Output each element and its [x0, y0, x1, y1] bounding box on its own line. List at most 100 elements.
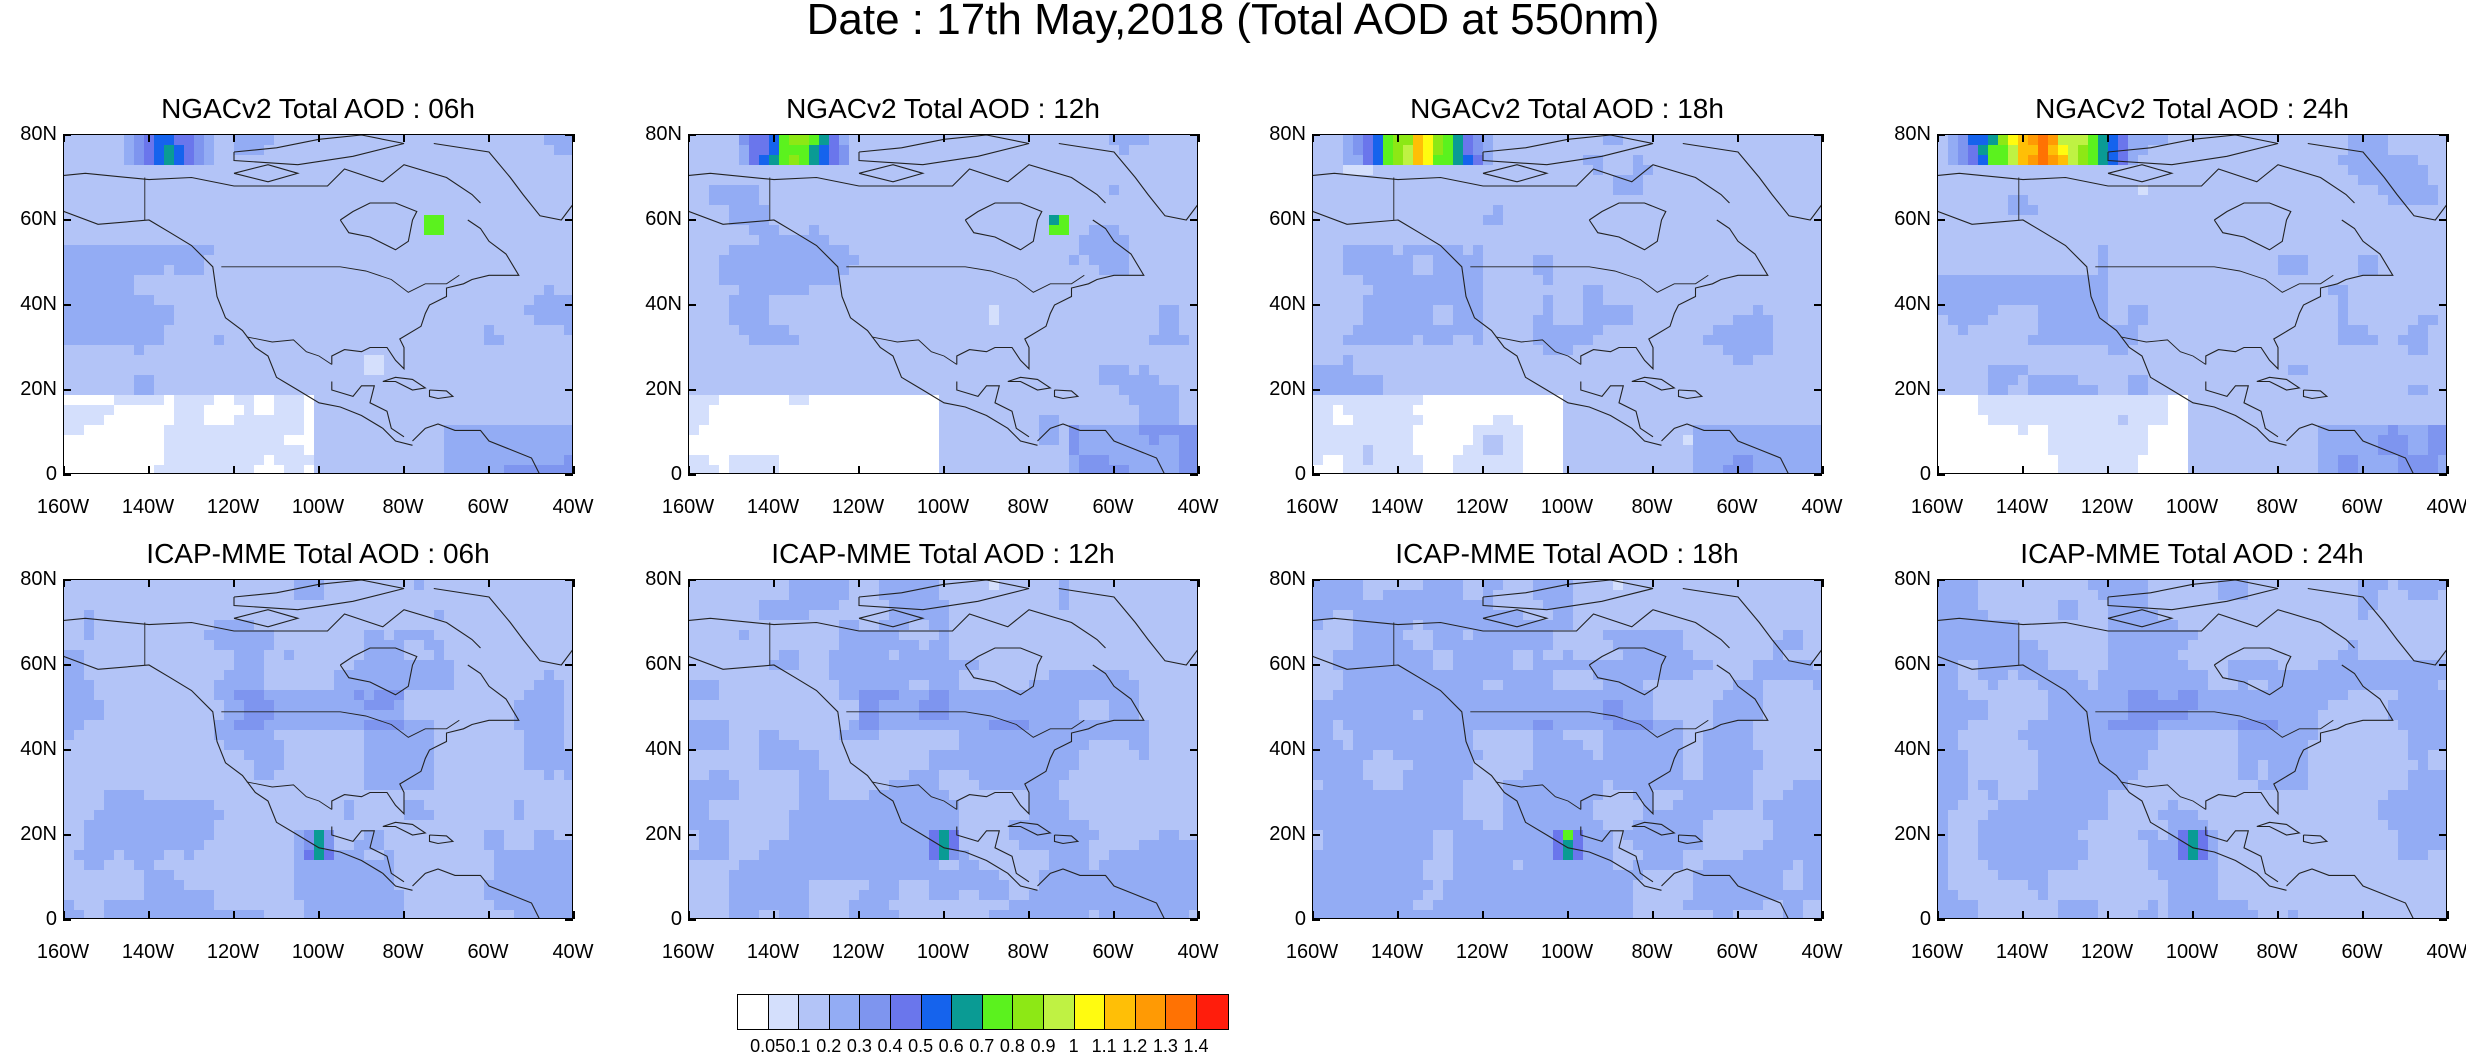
lon-tick	[1567, 911, 1569, 919]
lon-label: 160W	[1902, 496, 1972, 518]
lat-tick	[1190, 664, 1198, 666]
aod-map	[1937, 134, 2447, 474]
lat-label: 80N	[0, 123, 57, 145]
lon-tick	[1567, 466, 1569, 474]
lat-tick	[565, 134, 573, 136]
colorbar-swatch	[1044, 995, 1075, 1029]
colorbar-swatch	[1013, 995, 1044, 1029]
colorbar-swatch	[1136, 995, 1167, 1029]
lon-tick	[1198, 911, 1200, 919]
aod-field	[1938, 580, 2447, 919]
lat-label: 0	[0, 908, 57, 930]
lon-tick	[773, 579, 775, 587]
lon-tick	[403, 466, 405, 474]
lon-label: 40W	[1163, 496, 1233, 518]
lat-tick	[688, 304, 696, 306]
lon-tick	[1567, 579, 1569, 587]
colorbar-swatch	[952, 995, 983, 1029]
lat-tick	[688, 834, 696, 836]
lon-tick	[2107, 911, 2109, 919]
lat-tick	[1312, 749, 1320, 751]
lon-tick	[1113, 134, 1115, 142]
aod-map	[1312, 134, 1822, 474]
lat-tick	[63, 664, 71, 666]
lat-tick	[688, 389, 696, 391]
lon-tick	[1652, 134, 1654, 142]
lon-label: 60W	[1702, 496, 1772, 518]
lat-tick	[688, 474, 696, 476]
lat-tick	[1814, 304, 1822, 306]
lon-tick	[488, 134, 490, 142]
lon-tick	[1937, 134, 1939, 142]
lon-tick	[148, 911, 150, 919]
lat-label: 40N	[622, 738, 682, 760]
lat-tick	[1312, 474, 1320, 476]
lat-tick	[2439, 474, 2447, 476]
lon-tick	[2362, 134, 2364, 142]
lon-label: 120W	[2072, 941, 2142, 963]
lat-tick	[1190, 834, 1198, 836]
lat-tick	[1312, 219, 1320, 221]
lon-tick	[2362, 466, 2364, 474]
aod-field	[689, 580, 1198, 919]
colorbar-swatch	[738, 995, 769, 1029]
figure-title: Date : 17th May,2018 (Total AOD at 550nm…	[0, 0, 2466, 40]
lon-tick	[573, 134, 575, 142]
lon-tick	[1113, 466, 1115, 474]
lat-tick	[1190, 389, 1198, 391]
aod-field	[64, 135, 573, 474]
lat-tick	[2439, 579, 2447, 581]
lat-tick	[565, 304, 573, 306]
lon-tick	[1198, 134, 1200, 142]
lon-label: 120W	[823, 496, 893, 518]
lon-label: 140W	[1987, 496, 2057, 518]
colorbar-swatch	[799, 995, 830, 1029]
lat-tick	[2439, 749, 2447, 751]
lat-tick	[688, 219, 696, 221]
lon-label: 140W	[1987, 941, 2057, 963]
lat-tick	[2439, 834, 2447, 836]
lon-tick	[1737, 911, 1739, 919]
lat-label: 20N	[1871, 823, 1931, 845]
lon-tick	[2447, 579, 2449, 587]
aod-field	[1313, 135, 1822, 474]
colorbar-swatch	[769, 995, 800, 1029]
lon-tick	[1312, 911, 1314, 919]
lat-label: 80N	[622, 568, 682, 590]
lat-label: 80N	[1246, 568, 1306, 590]
lat-label: 0	[622, 908, 682, 930]
lat-tick	[63, 389, 71, 391]
lon-tick	[1822, 911, 1824, 919]
lat-label: 0	[1246, 463, 1306, 485]
lat-tick	[565, 389, 573, 391]
lat-tick	[1190, 304, 1198, 306]
lon-tick	[1652, 911, 1654, 919]
lon-label: 160W	[1902, 941, 1972, 963]
lon-tick	[1312, 466, 1314, 474]
lon-tick	[688, 134, 690, 142]
aod-map	[1312, 579, 1822, 919]
lon-tick	[2362, 911, 2364, 919]
lon-tick	[63, 134, 65, 142]
lat-tick	[1190, 219, 1198, 221]
lon-tick	[2447, 134, 2449, 142]
lon-label: 100W	[908, 496, 978, 518]
lon-tick	[2192, 466, 2194, 474]
lat-tick	[63, 219, 71, 221]
lon-tick	[573, 579, 575, 587]
lon-label: 100W	[1532, 941, 1602, 963]
lat-tick	[63, 304, 71, 306]
lon-tick	[1397, 911, 1399, 919]
lon-tick	[1397, 579, 1399, 587]
lat-tick	[1312, 389, 1320, 391]
lon-tick	[488, 466, 490, 474]
lat-label: 80N	[1871, 568, 1931, 590]
colorbar-swatch	[830, 995, 861, 1029]
lon-tick	[858, 134, 860, 142]
lon-label: 40W	[2412, 496, 2466, 518]
lon-label: 160W	[28, 496, 98, 518]
lon-label: 80W	[368, 496, 438, 518]
lat-label: 20N	[1246, 823, 1306, 845]
lon-tick	[1397, 134, 1399, 142]
